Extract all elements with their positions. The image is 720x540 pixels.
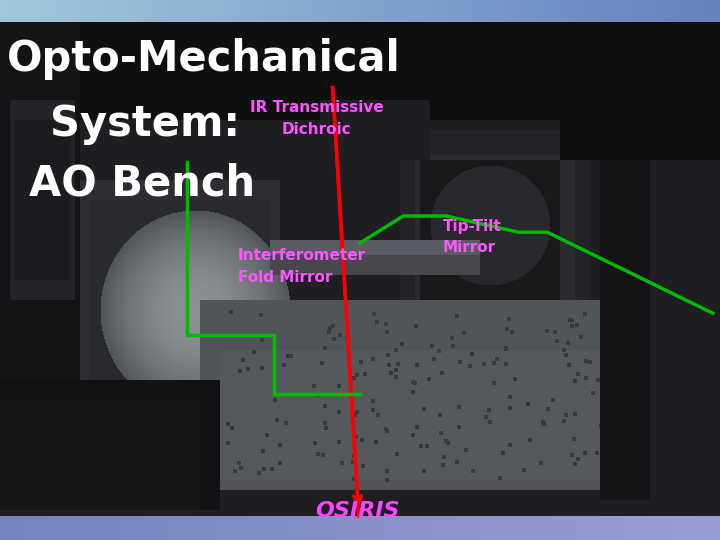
Text: Tip-Tilt: Tip-Tilt	[443, 219, 502, 234]
Text: System:: System:	[50, 103, 240, 145]
Text: IR Transmissive: IR Transmissive	[250, 100, 384, 115]
Text: Opto-Mechanical: Opto-Mechanical	[7, 38, 401, 80]
Text: AO Bench: AO Bench	[29, 162, 255, 204]
Text: Fold Mirror: Fold Mirror	[238, 270, 332, 285]
Text: OSIRIS: OSIRIS	[315, 501, 400, 521]
Text: Mirror: Mirror	[443, 240, 496, 255]
Text: Interferometer: Interferometer	[238, 248, 366, 264]
Text: Dichroic: Dichroic	[282, 122, 351, 137]
